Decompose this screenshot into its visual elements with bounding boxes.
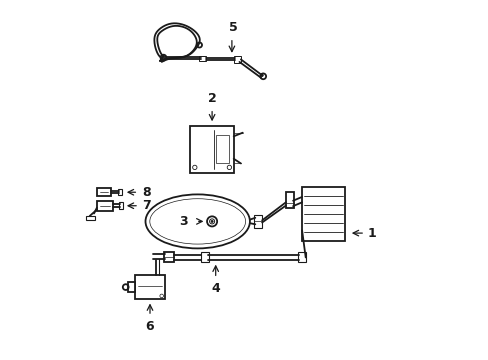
Circle shape <box>260 74 263 77</box>
Text: 1: 1 <box>367 226 376 240</box>
Bar <box>163 252 173 262</box>
Text: 6: 6 <box>145 320 154 333</box>
Ellipse shape <box>145 194 249 248</box>
Bar <box>118 189 122 195</box>
Bar <box>216 135 229 163</box>
Text: 3: 3 <box>179 215 187 228</box>
Text: 7: 7 <box>142 199 151 212</box>
Bar <box>97 188 111 196</box>
Bar <box>134 275 165 299</box>
Text: 2: 2 <box>207 92 216 105</box>
Bar <box>86 216 95 220</box>
Bar <box>128 282 135 292</box>
Bar <box>285 192 293 208</box>
Bar <box>302 187 345 241</box>
Bar <box>254 215 262 228</box>
Bar <box>200 252 208 262</box>
Text: 8: 8 <box>142 186 150 199</box>
Text: 4: 4 <box>211 282 220 295</box>
Bar <box>190 126 233 173</box>
Bar <box>234 56 241 63</box>
Circle shape <box>211 220 213 222</box>
Bar <box>119 202 123 209</box>
Bar <box>297 252 305 262</box>
Text: 5: 5 <box>229 21 238 34</box>
Ellipse shape <box>149 199 245 244</box>
Bar <box>97 201 113 211</box>
Bar <box>199 56 205 61</box>
